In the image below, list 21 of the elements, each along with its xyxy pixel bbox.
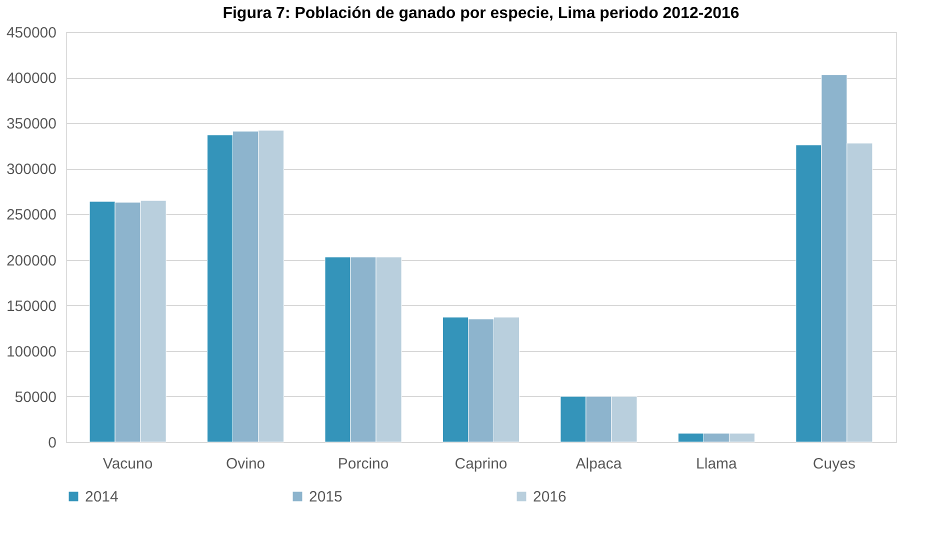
x-tick-label: Ovino: [226, 456, 266, 472]
chart-title: Figura 7: Población de ganado por especie, Lima periodo 2012-2016: [222, 5, 740, 22]
y-tick-label: 0: [48, 434, 56, 452]
y-tick-label: 50000: [14, 388, 56, 406]
y-tick-label: 400000: [6, 70, 56, 88]
x-tick-label: Porcino: [338, 456, 389, 472]
y-tick-label: 100000: [6, 343, 56, 360]
y-tick-label: 350000: [6, 116, 56, 133]
x-tick-label: Vacuno: [102, 456, 153, 472]
y-tick-label: 200000: [6, 252, 56, 270]
x-tick-label: Caprino: [454, 456, 508, 472]
x-tick-label: Alpaca: [576, 456, 622, 472]
y-tick-label: 450000: [6, 24, 56, 42]
y-tick-label: 300000: [6, 161, 56, 178]
x-tick-label: Cuyes: [812, 456, 856, 472]
x-tick-label: Llama: [696, 456, 738, 472]
legend-label: 2015: [309, 488, 342, 506]
y-tick-label: 150000: [6, 298, 56, 315]
legend-label: 2014: [85, 488, 118, 506]
legend-label: 2016: [533, 488, 566, 506]
y-tick-label: 250000: [6, 206, 56, 224]
